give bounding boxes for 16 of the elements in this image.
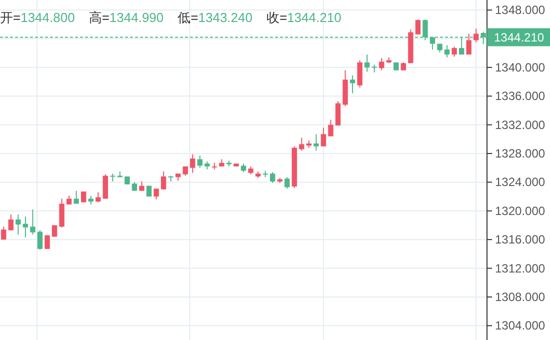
y-tick-label: 1332.000 — [495, 118, 546, 132]
y-tick-label: 1348.000 — [495, 3, 546, 18]
annotation: 低=1343.240 — [178, 10, 252, 25]
annotation: 收=1344.210 — [266, 10, 342, 25]
ref-line-label: 1344.210 — [494, 30, 544, 45]
annotation: 开=1344.800 — [0, 10, 75, 25]
y-tick-label: 1328.000 — [495, 146, 546, 160]
y-tick-label: 1312.000 — [495, 261, 546, 276]
y-tick-label: 1324.000 — [495, 175, 546, 190]
y-tick-label: 1336.000 — [495, 89, 546, 104]
y-tick-label: 1304.000 — [495, 318, 546, 333]
annotation: 高=1344.990 — [88, 10, 164, 25]
y-tick-label: 1340.000 — [495, 60, 546, 74]
y-tick-label: 1308.000 — [495, 290, 546, 304]
y-tick-label: 1320.000 — [495, 204, 546, 218]
y-tick-label: 1316.000 — [495, 232, 546, 247]
